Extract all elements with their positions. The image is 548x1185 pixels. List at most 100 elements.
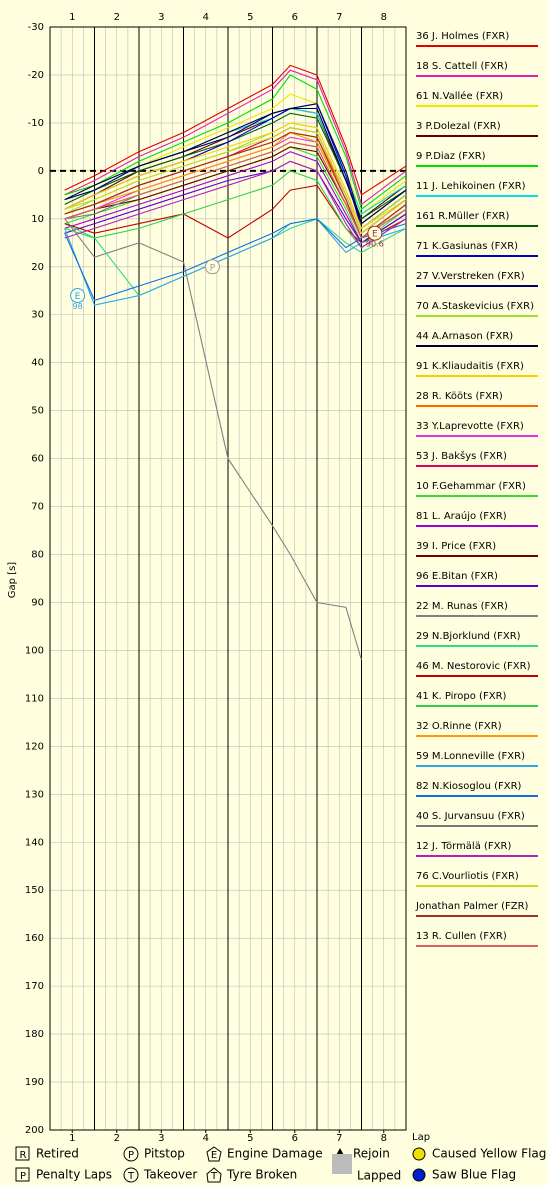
x-tick-label: 7	[336, 1133, 342, 1144]
legend-label: 41 K. Piropo (FXR)	[416, 691, 507, 702]
y-tick-label: 20	[31, 262, 44, 273]
x-tick-label-top: 5	[247, 12, 253, 23]
event-symbol: E	[372, 230, 378, 240]
legend-label: 76 C.Vourliotis (FXR)	[416, 871, 519, 882]
driver-line	[64, 69, 407, 206]
y-tick-label: -20	[28, 70, 44, 81]
x-tick-label-top: 7	[336, 12, 342, 23]
y-axis-title: Gap [s]	[7, 562, 18, 599]
y-tick-label: -10	[28, 118, 44, 129]
legend-label: 44 A.Arnason (FXR)	[416, 331, 513, 342]
x-tick-label: 8	[381, 1133, 387, 1144]
y-tick-label: 160	[25, 933, 44, 944]
legend-label: 91 K.Kliaudaitis (FXR)	[416, 361, 524, 372]
legend-label: Caused Yellow Flag	[432, 1147, 546, 1161]
x-tick-label-top: 1	[69, 12, 75, 23]
legend-label: 29 N.Bjorklund (FXR)	[416, 631, 521, 642]
legend-label: 61 N.Vallée (FXR)	[416, 90, 503, 102]
legend-icon	[412, 1147, 426, 1161]
event-symbol: P	[210, 263, 216, 273]
driver-line	[64, 141, 407, 239]
driver-line	[64, 160, 407, 249]
x-tick-label-top: 3	[158, 12, 164, 23]
x-tick-label-top: 6	[292, 12, 298, 23]
driver-line	[64, 218, 407, 302]
x-tick-label-top: 4	[203, 12, 209, 23]
y-tick-label: 0	[38, 166, 44, 177]
driver-line	[64, 170, 407, 249]
legend-icon	[123, 1146, 139, 1162]
driver-line	[64, 131, 407, 239]
y-tick-label: 200	[25, 1125, 44, 1136]
legend-label: Engine Damage	[227, 1147, 323, 1161]
legend-icon	[206, 1167, 222, 1183]
legend-label: Pitstop	[144, 1147, 185, 1161]
legend-label: 11 J. Lehikoinen (FXR)	[416, 181, 526, 192]
driver-line	[64, 218, 363, 661]
x-tick-label: 3	[158, 1133, 164, 1144]
event-marker	[367, 225, 383, 241]
legend-label: 96 E.Bitan (FXR)	[416, 571, 498, 582]
y-tick-label: 10	[31, 214, 44, 225]
y-tick-label: 170	[25, 981, 44, 992]
x-tick-label: 5	[247, 1133, 253, 1144]
legend-icon	[15, 1146, 30, 1161]
legend-label: 32 O.Rinne (FXR)	[416, 721, 502, 732]
event-marker	[70, 288, 86, 304]
legend-label: 70 A.Staskevicius (FXR)	[416, 301, 534, 312]
driver-line	[64, 107, 407, 225]
legend-icon	[332, 1154, 352, 1174]
y-tick-label: 150	[25, 885, 44, 896]
driver-line	[64, 184, 407, 244]
legend-label: Saw Blue Flag	[432, 1168, 516, 1182]
legend-icon	[15, 1167, 30, 1182]
legend-symbol: P	[20, 1171, 26, 1182]
driver-line	[64, 218, 407, 306]
legend-label: Lapped	[357, 1169, 401, 1183]
driver-line	[64, 151, 407, 244]
legend-label: 81 L. Araújo (FXR)	[416, 510, 507, 522]
legend-icon	[123, 1167, 139, 1183]
driver-line	[64, 122, 407, 230]
legend-label: 10 F.Gehammar (FXR)	[416, 481, 526, 492]
x-tick-label: 4	[203, 1133, 209, 1144]
legend-label: 13 R. Cullen (FXR)	[416, 931, 507, 942]
plot-frame	[49, 26, 407, 1131]
event-symbol: E	[75, 292, 81, 302]
legend-symbol: T	[210, 1171, 218, 1182]
event-label: 98	[72, 302, 82, 311]
x-tick-label: 2	[114, 1133, 120, 1144]
legend-symbol: P	[128, 1150, 134, 1161]
legend-symbol: E	[211, 1150, 217, 1161]
y-tick-label: 110	[25, 693, 44, 704]
legend-label: 12 J. Törmälä (FXR)	[416, 841, 511, 852]
legend-icon	[206, 1146, 222, 1162]
y-tick-label: 40	[31, 358, 44, 369]
legend-label: Tyre Broken	[226, 1168, 297, 1182]
y-tick-label: 120	[25, 741, 44, 752]
legend-label: 39 I. Price (FXR)	[416, 541, 496, 552]
legend-label: 40 S. Jurvansuu (FXR)	[416, 811, 525, 822]
legend-label: 3 P.Dolezal (FXR)	[416, 121, 501, 132]
legend-label: 82 N.Kiosoglou (FXR)	[416, 781, 522, 792]
y-tick-label: -30	[28, 22, 44, 33]
legend-label: Takeover	[143, 1168, 197, 1182]
y-tick-label: 190	[25, 1077, 44, 1088]
legend-label: Penalty Laps	[36, 1168, 112, 1182]
legend-label: 22 M. Runas (FXR)	[416, 601, 508, 612]
legend-label: 59 M.Lonneville (FXR)	[416, 751, 525, 762]
x-tick-label-top: 2	[114, 12, 120, 23]
y-tick-label: 90	[31, 597, 44, 608]
y-tick-label: 70	[31, 502, 44, 513]
legend-label: 9 P.Diaz (FXR)	[416, 151, 486, 162]
legend-label: 36 J. Holmes (FXR)	[416, 31, 509, 42]
legend-label: Jonathan Palmer (FZR)	[415, 901, 529, 912]
legend-symbol: R	[20, 1150, 27, 1161]
legend-label: 18 S. Cattell (FXR)	[416, 61, 508, 72]
driver-line	[64, 64, 407, 196]
y-tick-label: 50	[31, 406, 44, 417]
legend-label: Rejoin	[353, 1147, 390, 1161]
y-tick-label: 180	[25, 1029, 44, 1040]
